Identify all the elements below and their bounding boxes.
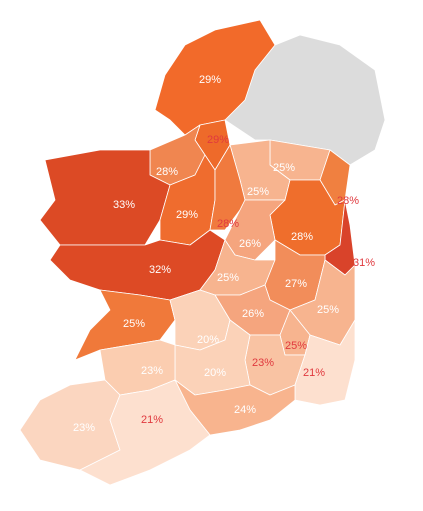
value-label: 21%: [303, 367, 325, 379]
region: [79, 379, 211, 486]
value-label: 20%: [204, 367, 226, 379]
value-label: 23%: [73, 422, 95, 434]
region: [39, 149, 171, 246]
value-label: 24%: [234, 404, 256, 416]
value-label: 29%: [176, 209, 198, 221]
value-label: 26%: [242, 308, 264, 320]
value-label: 25%: [285, 340, 307, 352]
value-label: 29%: [199, 74, 221, 86]
value-label: 23%: [141, 365, 163, 377]
northern-ireland: [224, 34, 386, 166]
value-label: 25%: [247, 186, 269, 198]
region: [19, 379, 121, 471]
regions: [19, 19, 356, 486]
value-label: 28%: [291, 231, 313, 243]
labels: 29%29%28% 25%25%33%29%28%28%28%26%31%32%2…: [73, 74, 375, 434]
value-label: 25%: [273, 162, 295, 174]
value-label: 26%: [239, 238, 261, 250]
value-label: 20%: [197, 334, 219, 346]
value-label: 25%: [217, 272, 239, 284]
value-label: 25%: [317, 304, 339, 316]
value-label: 28%: [337, 195, 359, 207]
value-label: 21%: [141, 414, 163, 426]
value-label: 33%: [113, 199, 135, 211]
value-label: 29%: [207, 134, 229, 146]
value-label: 27%: [285, 278, 307, 290]
value-label: 28%: [156, 166, 178, 178]
value-label: 32%: [149, 264, 171, 276]
value-label: 25%: [123, 318, 145, 330]
value-label: 23%: [252, 357, 274, 369]
value-label: 31%: [353, 257, 375, 269]
value-label: 28%: [217, 218, 239, 230]
